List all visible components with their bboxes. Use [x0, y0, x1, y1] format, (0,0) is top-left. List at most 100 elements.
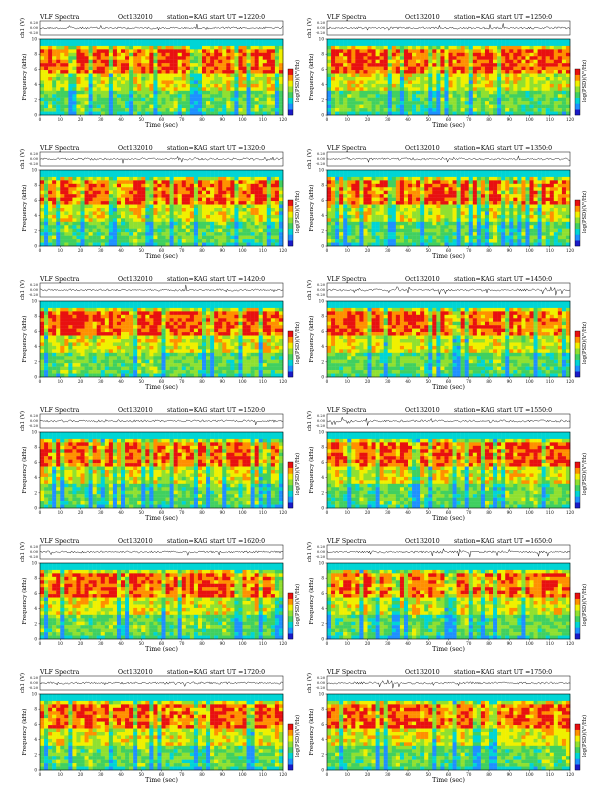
- spectrogram-cell: [97, 236, 101, 240]
- spectrogram-cell: [493, 187, 497, 191]
- spectrogram-cell: [105, 205, 109, 209]
- spectrogram-cell: [194, 225, 198, 229]
- spectrogram-cell: [214, 211, 218, 215]
- spectrogram-cell: [48, 191, 52, 195]
- spectrogram-cell: [461, 87, 465, 91]
- spectrogram-cell: [562, 108, 566, 112]
- spectrogram-cell: [355, 49, 359, 53]
- spectrogram-cell: [368, 39, 372, 43]
- spectrogram-cell: [153, 243, 157, 247]
- spectrogram-cell: [368, 201, 372, 205]
- spectrogram-cell: [351, 77, 355, 81]
- spectrogram-cell: [538, 74, 542, 78]
- spectrogram-cell: [226, 232, 230, 236]
- x-tick-label: 80: [199, 248, 205, 253]
- spectrogram-cell: [243, 91, 247, 95]
- spectrogram-cell: [343, 177, 347, 181]
- spectrogram-cell: [186, 46, 190, 50]
- spectrogram-cell: [44, 67, 48, 71]
- spectrogram-cell: [194, 98, 198, 102]
- spectrogram-cell: [170, 205, 174, 209]
- spectrogram-cell: [81, 108, 85, 112]
- spectrogram-cell: [93, 98, 97, 102]
- spectrogram-cell: [52, 222, 56, 226]
- spectrogram-cell: [542, 42, 546, 46]
- spectrogram-cell: [238, 49, 242, 53]
- spectrogram-cell: [380, 98, 384, 102]
- spectrogram-cell: [182, 101, 186, 105]
- spectrogram-cell: [489, 177, 493, 181]
- spectrogram-cell: [534, 94, 538, 98]
- spectrogram-cell: [392, 191, 396, 195]
- spectrogram-cell: [363, 180, 367, 184]
- spectrogram-cell: [538, 108, 542, 112]
- spectrogram-cell: [85, 194, 89, 198]
- spectrogram-cell: [275, 77, 279, 81]
- spectrogram-cell: [133, 42, 137, 46]
- spectrogram-cell: [521, 46, 525, 50]
- spectrogram-cell: [101, 205, 105, 209]
- waveform-trace: [327, 23, 570, 30]
- spectrogram-cell: [44, 77, 48, 81]
- spectrogram-cell: [40, 211, 44, 215]
- spectrogram-cell: [238, 170, 242, 174]
- spectrogram-cell: [461, 94, 465, 98]
- spectrogram-cell: [384, 56, 388, 60]
- spectrogram-cell: [230, 208, 234, 212]
- spectrogram-cell: [368, 87, 372, 91]
- spectrogram-cell: [89, 194, 93, 198]
- spectrogram-cell: [243, 105, 247, 109]
- spectrogram-cell: [538, 112, 542, 116]
- spectrogram-cell: [137, 39, 141, 43]
- spectrogram-cell: [166, 46, 170, 50]
- spectrogram-cell: [85, 39, 89, 43]
- spectrogram-cell: [97, 49, 101, 53]
- spectrogram-cell: [440, 201, 444, 205]
- spectrogram-cell: [489, 49, 493, 53]
- spectrogram-cell: [505, 94, 509, 98]
- spectrogram-cell: [68, 218, 72, 222]
- spectrogram-cell: [384, 80, 388, 84]
- spectrogram-cell: [408, 105, 412, 109]
- spectrogram-cell: [178, 211, 182, 215]
- spectrogram-cell: [226, 180, 230, 184]
- spectrogram-cell: [493, 60, 497, 64]
- spectrogram-cell: [368, 211, 372, 215]
- spectrogram-cell: [218, 194, 222, 198]
- spectrogram-cell: [125, 229, 129, 233]
- spectrogram-cell: [327, 74, 331, 78]
- spectrogram-cell: [64, 94, 68, 98]
- spectrogram-cell: [93, 187, 97, 191]
- spectrogram-cell: [145, 184, 149, 188]
- spectrogram-cell: [44, 243, 48, 247]
- spectrogram-cell: [461, 177, 465, 181]
- spectrogram-cell: [534, 60, 538, 64]
- spectrogram-cell: [538, 77, 542, 81]
- spectrogram-cell: [218, 180, 222, 184]
- spectrogram-cell: [416, 60, 420, 64]
- spectrogram-cell: [331, 67, 335, 71]
- spectrogram-cell: [97, 229, 101, 233]
- spectrogram-cell: [481, 56, 485, 60]
- spectrogram-cell: [174, 215, 178, 219]
- spectrogram-cell: [534, 56, 538, 60]
- spectrogram-cell: [214, 112, 218, 116]
- spectrogram-cell: [133, 232, 137, 236]
- spectrogram-cell: [178, 87, 182, 91]
- spectrogram-cell: [412, 112, 416, 116]
- spectrogram-cell: [226, 39, 230, 43]
- panel-start-time: start UT =1320:0: [210, 145, 265, 152]
- spectrogram-cell: [501, 170, 505, 174]
- spectrogram-cell: [473, 84, 477, 88]
- waveform-axis-label: ch1 (V): [306, 18, 313, 38]
- spectrogram-cell: [141, 108, 145, 112]
- spectrogram-cell: [481, 170, 485, 174]
- spectrogram-cell: [444, 198, 448, 202]
- spectrogram-cell: [263, 215, 267, 219]
- spectrogram-cell: [101, 84, 105, 88]
- spectrogram-cell: [424, 184, 428, 188]
- spectrogram-cell: [194, 177, 198, 181]
- spectrogram-cell: [145, 87, 149, 91]
- spectrogram-cell: [206, 94, 210, 98]
- spectrogram-cell: [376, 87, 380, 91]
